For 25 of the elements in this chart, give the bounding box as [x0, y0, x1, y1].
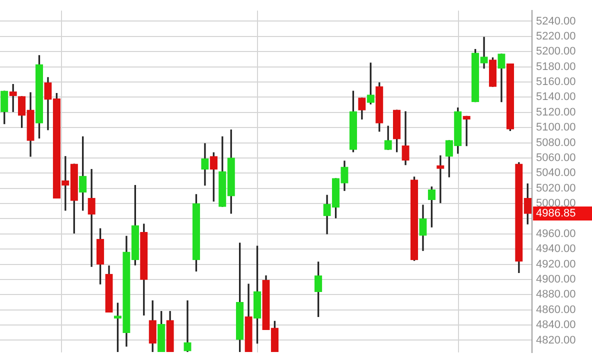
- y-tick-label: 5020.00: [536, 182, 576, 194]
- y-tick-label: 5140.00: [536, 91, 576, 104]
- y-tick-label: 5060.00: [536, 152, 576, 164]
- y-tick-label: 4840.00: [536, 319, 576, 332]
- candlestick: [88, 169, 96, 267]
- y-tick-label: 5080.00: [536, 136, 576, 149]
- y-tick-label: 5160.00: [536, 76, 576, 88]
- candlestick: [436, 155, 444, 204]
- candlestick: [184, 300, 192, 352]
- text: 4986.85: [536, 208, 576, 220]
- y-tick-label: 5240.00: [536, 15, 576, 28]
- y-tick-label: 5220.00: [536, 30, 576, 42]
- y-tick-label: 4860.00: [536, 304, 576, 316]
- y-tick-label: 5120.00: [536, 106, 576, 118]
- y-tick-label: 5100.00: [536, 122, 576, 134]
- y-tick-label: 4960.00: [536, 228, 576, 240]
- y-tick-label: 5180.00: [536, 60, 576, 73]
- y-tick-label: 4940.00: [536, 243, 576, 256]
- y-tick-label: 4880.00: [536, 288, 576, 301]
- y-tick-label: 5200.00: [536, 46, 576, 58]
- y-tick-label: 4900.00: [536, 274, 576, 286]
- y-tick-label: 4920.00: [536, 258, 576, 270]
- y-tick-label: 4820.00: [536, 334, 576, 346]
- y-tick-label: 5040.00: [536, 167, 576, 180]
- y-tick-label: 5000.00: [536, 198, 576, 210]
